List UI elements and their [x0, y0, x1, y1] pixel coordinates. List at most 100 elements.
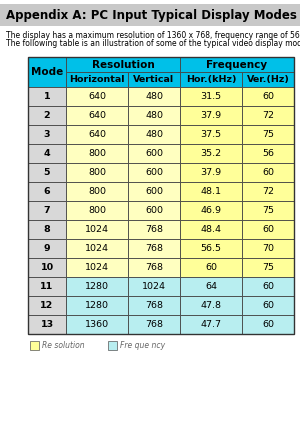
Text: 60: 60	[262, 92, 274, 101]
Bar	[66, 239, 128, 258]
Bar	[128, 106, 180, 125]
Bar	[28, 182, 66, 201]
Text: 1280: 1280	[85, 282, 109, 291]
Bar	[242, 277, 294, 296]
Text: 75: 75	[262, 130, 274, 139]
Bar	[28, 87, 66, 106]
Bar	[28, 220, 66, 239]
Text: 13: 13	[40, 320, 54, 329]
Bar	[242, 239, 294, 258]
Text: 7: 7	[44, 206, 50, 215]
Text: Resolution: Resolution	[92, 59, 154, 70]
Bar	[128, 239, 180, 258]
Bar	[128, 296, 180, 315]
Bar	[66, 72, 128, 87]
Text: 768: 768	[145, 301, 163, 310]
Text: Horizontal: Horizontal	[69, 75, 125, 84]
Bar	[66, 315, 128, 334]
Bar	[28, 106, 66, 125]
Bar	[28, 296, 66, 315]
Text: 1024: 1024	[85, 263, 109, 272]
Bar	[66, 144, 128, 163]
Bar	[66, 182, 128, 201]
Text: 800: 800	[88, 206, 106, 215]
Text: 768: 768	[145, 320, 163, 329]
Text: 640: 640	[88, 111, 106, 120]
Text: The following table is an illustration of some of the typical video display mode: The following table is an illustration o…	[6, 39, 300, 48]
Text: 480: 480	[145, 130, 163, 139]
Bar	[28, 57, 66, 87]
Text: 4: 4	[44, 149, 50, 158]
Text: 60: 60	[262, 320, 274, 329]
Text: 75: 75	[262, 263, 274, 272]
Bar	[128, 315, 180, 334]
Bar	[66, 106, 128, 125]
Bar	[66, 201, 128, 220]
Bar	[66, 125, 128, 144]
Bar	[180, 315, 242, 334]
Bar	[128, 201, 180, 220]
Text: 46.9: 46.9	[200, 206, 221, 215]
Bar	[242, 87, 294, 106]
Text: 600: 600	[145, 206, 163, 215]
Text: 6: 6	[44, 187, 50, 196]
Text: 1360: 1360	[85, 320, 109, 329]
Text: 70: 70	[262, 244, 274, 253]
Bar	[28, 258, 66, 277]
Text: 640: 640	[88, 92, 106, 101]
Text: Appendix A: PC Input Typical Display Modes: Appendix A: PC Input Typical Display Mod…	[6, 8, 297, 22]
Text: 37.5: 37.5	[200, 130, 222, 139]
Bar	[180, 296, 242, 315]
Text: 3: 3	[44, 130, 50, 139]
Text: 48.1: 48.1	[200, 187, 221, 196]
Text: 60: 60	[262, 168, 274, 177]
Text: 12: 12	[40, 301, 54, 310]
Text: 768: 768	[145, 225, 163, 234]
Bar	[180, 220, 242, 239]
Text: 480: 480	[145, 111, 163, 120]
Bar	[180, 239, 242, 258]
Text: 768: 768	[145, 244, 163, 253]
Text: 1: 1	[44, 92, 50, 101]
Bar	[28, 163, 66, 182]
Text: 1024: 1024	[142, 282, 166, 291]
Bar	[28, 125, 66, 144]
Bar	[180, 125, 242, 144]
Text: 47.8: 47.8	[200, 301, 221, 310]
Text: Vertical: Vertical	[134, 75, 175, 84]
Bar	[242, 220, 294, 239]
Bar	[128, 163, 180, 182]
Bar	[108, 341, 117, 350]
Text: Hor.(kHz): Hor.(kHz)	[186, 75, 236, 84]
Text: Frequency: Frequency	[206, 59, 268, 70]
Text: 56: 56	[262, 149, 274, 158]
Bar	[30, 341, 39, 350]
Bar	[180, 87, 242, 106]
Bar	[28, 201, 66, 220]
Bar	[128, 87, 180, 106]
Text: 800: 800	[88, 168, 106, 177]
Bar	[28, 315, 66, 334]
Bar	[128, 220, 180, 239]
Text: Ver.(Hz): Ver.(Hz)	[247, 75, 290, 84]
Text: 800: 800	[88, 149, 106, 158]
Bar	[180, 182, 242, 201]
Text: 56.5: 56.5	[200, 244, 221, 253]
Bar	[242, 163, 294, 182]
Text: 600: 600	[145, 149, 163, 158]
Text: 600: 600	[145, 187, 163, 196]
Text: 60: 60	[262, 301, 274, 310]
Text: Fre que ncy: Fre que ncy	[120, 341, 165, 351]
Bar	[180, 201, 242, 220]
Bar	[66, 258, 128, 277]
Text: 75: 75	[262, 206, 274, 215]
Bar	[128, 277, 180, 296]
Bar	[180, 258, 242, 277]
Bar	[66, 57, 180, 72]
Bar	[128, 144, 180, 163]
Text: 10: 10	[40, 263, 54, 272]
Bar	[66, 296, 128, 315]
Bar	[128, 182, 180, 201]
Text: 60: 60	[205, 263, 217, 272]
Text: 768: 768	[145, 263, 163, 272]
